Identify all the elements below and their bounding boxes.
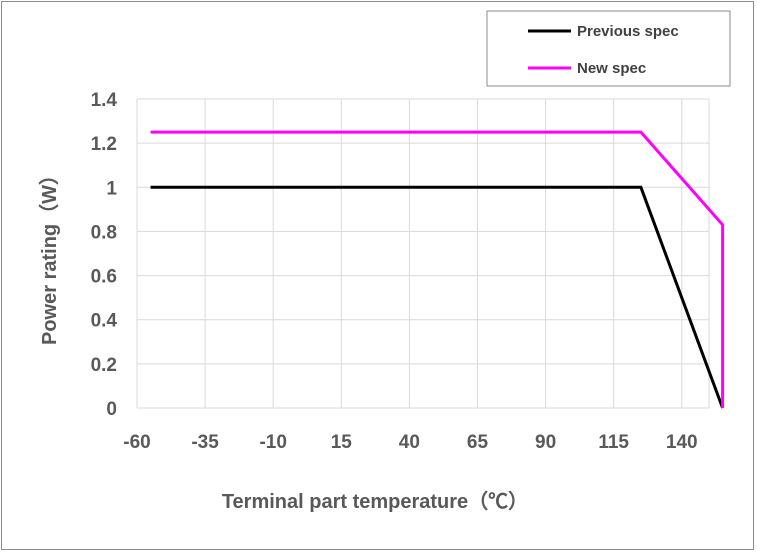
y-axis-title: Power rating（W） xyxy=(38,165,61,345)
y-tick-label: 1.4 xyxy=(91,90,118,111)
x-axis-ticks: -60 -35 -10 15 40 65 90 115 140 xyxy=(123,432,697,453)
y-tick-label: 0.6 xyxy=(91,267,117,288)
x-tick-label: 90 xyxy=(535,432,556,453)
legend-box xyxy=(486,10,731,87)
y-axis-ticks: 0 0.2 0.4 0.6 0.8 1 1.2 1.4 xyxy=(91,90,118,420)
x-tick-label: 140 xyxy=(666,432,698,453)
legend-label-previous-spec: Previous spec xyxy=(577,23,679,40)
x-tick-label: 40 xyxy=(399,432,420,453)
y-tick-label: 0.8 xyxy=(91,222,117,243)
legend-label-new-spec: New spec xyxy=(577,60,646,77)
y-tick-label: 0 xyxy=(106,399,117,420)
y-tick-label: 0.4 xyxy=(91,311,118,332)
x-tick-label: -35 xyxy=(191,432,219,453)
grid-lines xyxy=(136,98,710,409)
y-tick-label: 1 xyxy=(106,178,117,199)
legend: Previous spec New spec xyxy=(486,10,731,87)
series-line-previous-spec xyxy=(150,185,725,409)
x-tick-label: 15 xyxy=(331,432,353,453)
x-tick-label: -60 xyxy=(123,432,150,453)
x-axis-title: Terminal part temperature（℃） xyxy=(222,490,528,513)
y-tick-label: 0.2 xyxy=(91,355,117,376)
x-tick-label: -10 xyxy=(259,432,286,453)
series-lines xyxy=(150,130,725,409)
y-tick-label: 1.2 xyxy=(91,134,117,155)
series-line-new-spec xyxy=(150,130,725,408)
x-tick-label: 65 xyxy=(467,432,489,453)
x-tick-label: 115 xyxy=(598,432,629,453)
